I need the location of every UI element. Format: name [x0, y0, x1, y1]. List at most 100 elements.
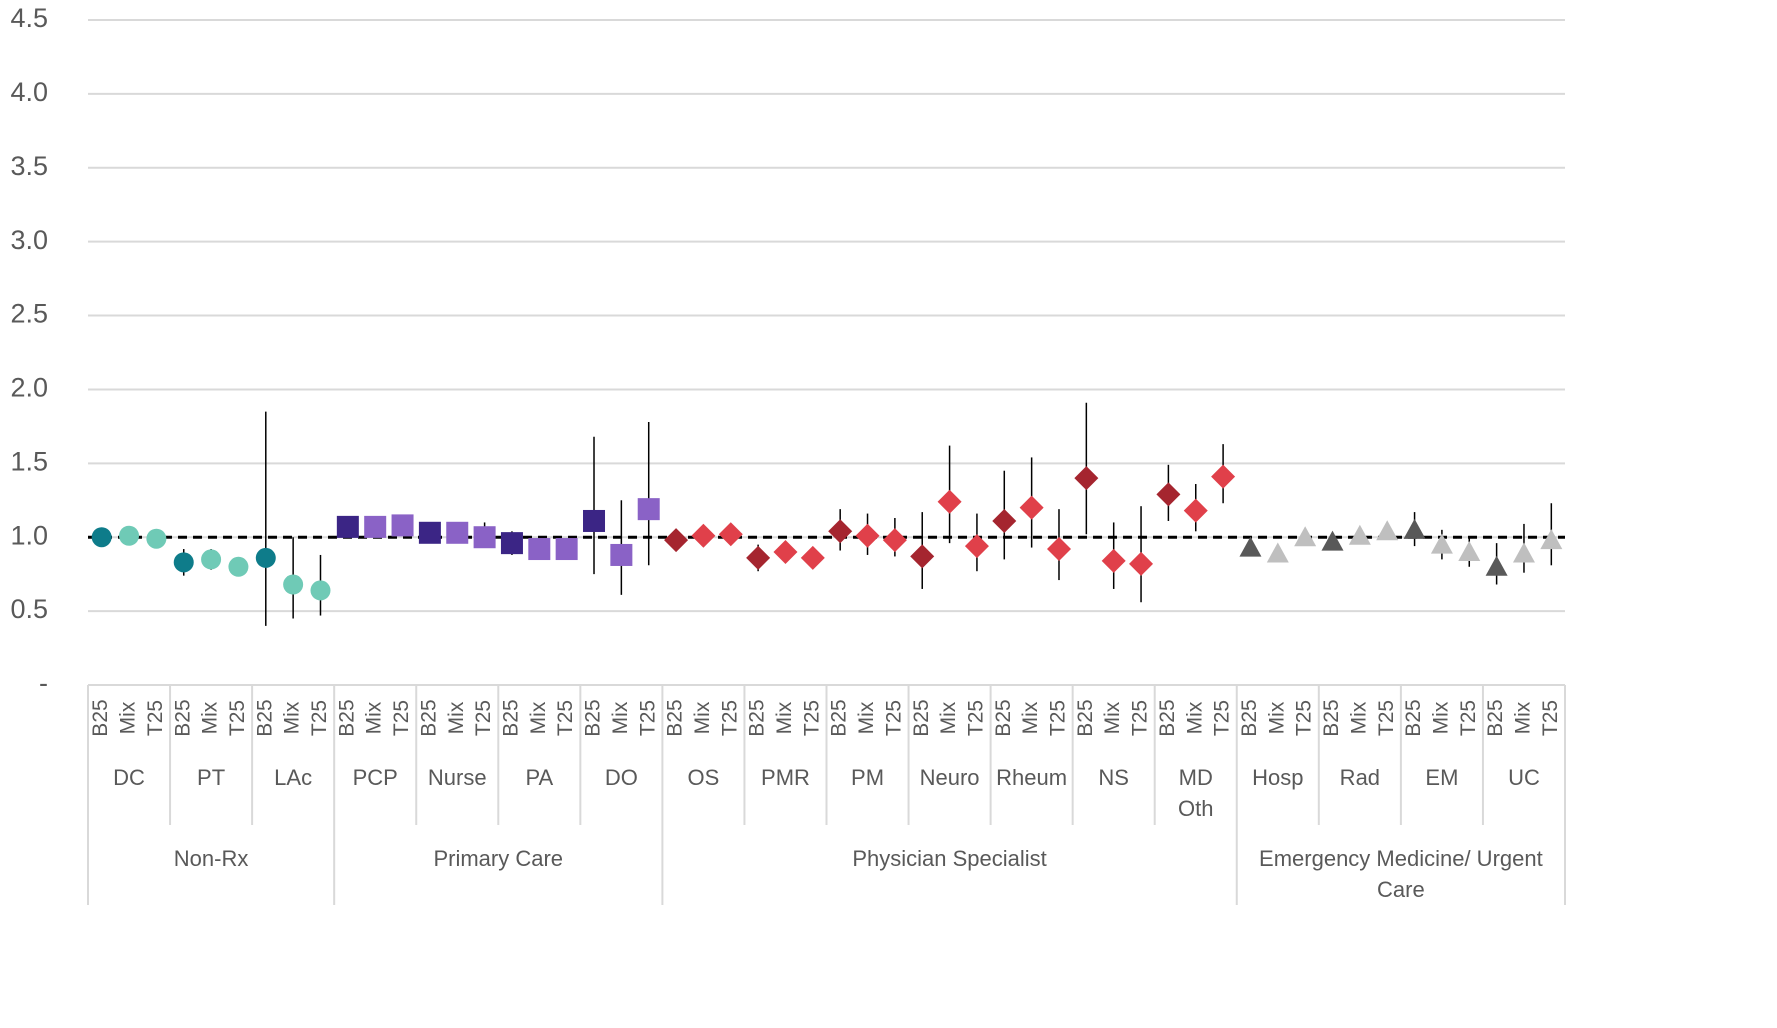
subgroup-label: Rheum — [996, 765, 1068, 790]
subgroup-label: PA — [525, 765, 554, 790]
marker — [473, 526, 496, 549]
marker — [691, 523, 716, 548]
marker — [119, 525, 140, 546]
x-tick-label: Mix — [1512, 701, 1535, 734]
y-tick-label: 4.5 — [10, 3, 48, 33]
x-tick-label: Mix — [199, 701, 222, 734]
subgroup-label: PMR — [761, 765, 810, 790]
group-label: Emergency Medicine/ Urgent Care — [1259, 846, 1543, 902]
y-tick-label: 1.5 — [10, 446, 48, 476]
marker — [1129, 551, 1154, 576]
x-tick-label: T25 — [144, 700, 167, 736]
marker — [1211, 464, 1236, 489]
x-tick-label: B25 — [1402, 699, 1425, 736]
x-tick-label: Mix — [773, 701, 796, 734]
y-tick-label: 2.5 — [10, 299, 48, 329]
marker — [1458, 541, 1481, 561]
x-tick-label: T25 — [1211, 700, 1234, 736]
marker — [773, 540, 798, 564]
x-tick-label: T25 — [226, 700, 249, 736]
marker — [1321, 530, 1344, 551]
x-tick-label: T25 — [554, 700, 577, 736]
marker — [446, 521, 469, 544]
subgroup-label: PCP — [352, 765, 398, 790]
x-tick-label: B25 — [253, 699, 276, 736]
x-tick-label: T25 — [1047, 700, 1070, 736]
marker — [91, 527, 112, 548]
x-tick-label: Mix — [609, 701, 632, 734]
marker — [1156, 482, 1181, 507]
x-tick-label: T25 — [308, 700, 331, 736]
x-tick-label: B25 — [746, 699, 769, 736]
marker — [855, 523, 880, 548]
x-tick-label: B25 — [500, 699, 523, 736]
x-tick-label: Mix — [855, 701, 878, 734]
marker — [964, 534, 989, 559]
x-tick-label: B25 — [171, 699, 194, 736]
y-tick-label: 1.0 — [10, 520, 48, 550]
marker — [746, 545, 771, 570]
subgroup-label: PT — [197, 765, 226, 790]
x-tick-label: Mix — [691, 701, 714, 734]
marker — [364, 515, 387, 538]
x-tick-label: Mix — [281, 701, 304, 734]
x-tick-label: Mix — [117, 701, 140, 734]
x-tick-label: Mix — [1019, 701, 1042, 734]
subgroup-label: EM — [1425, 765, 1459, 790]
x-tick-label: T25 — [964, 700, 987, 736]
x-tick-label: B25 — [89, 699, 112, 736]
x-tick-label: T25 — [1129, 700, 1152, 736]
marker — [910, 544, 935, 569]
x-tick-label: Mix — [1183, 701, 1206, 734]
marker — [583, 509, 606, 532]
marker — [201, 549, 222, 570]
marker — [1074, 466, 1099, 491]
subgroup-label: DC — [113, 765, 145, 790]
x-tick-label: T25 — [1457, 700, 1480, 736]
y-tick-label: 4.0 — [10, 77, 48, 107]
x-tick-label: B25 — [992, 699, 1015, 736]
group-label: Physician Specialist — [852, 846, 1047, 871]
subgroup-label: Nurse — [427, 765, 487, 790]
marker — [1294, 526, 1317, 547]
marker — [1430, 533, 1453, 554]
marker — [500, 532, 523, 555]
marker — [992, 508, 1017, 533]
subgroup-label: Neuro — [919, 765, 980, 790]
x-tick-label: Mix — [1101, 701, 1124, 734]
x-tick-label: Mix — [1265, 701, 1288, 734]
x-tick-label: Mix — [363, 701, 386, 734]
marker — [610, 543, 633, 566]
marker — [283, 574, 304, 595]
y-tick-label: 3.5 — [10, 151, 48, 181]
subgroup-label: DO — [604, 765, 638, 790]
x-tick-label: B25 — [1484, 699, 1507, 736]
marker — [664, 528, 689, 553]
subgroup-label: NS — [1098, 765, 1129, 790]
subgroup-label: MD Oth — [1178, 765, 1214, 821]
marker — [1376, 520, 1399, 541]
marker — [1512, 542, 1535, 563]
marker — [1239, 536, 1262, 557]
subgroup-label: OS — [687, 765, 720, 790]
x-tick-label: B25 — [1156, 699, 1179, 736]
x-tick-label: B25 — [910, 699, 933, 736]
marker — [310, 580, 331, 601]
marker — [1540, 529, 1563, 550]
y-tick-label: 2.0 — [10, 373, 48, 403]
y-tick-label: - — [39, 668, 48, 698]
x-tick-label: B25 — [1074, 699, 1097, 736]
x-tick-label: B25 — [828, 699, 851, 736]
marker — [718, 522, 743, 547]
marker — [255, 547, 276, 568]
marker — [555, 538, 578, 561]
subgroup-label: LAc — [274, 765, 313, 790]
x-tick-label: T25 — [1375, 700, 1398, 736]
x-tick-label: B25 — [582, 699, 605, 736]
x-tick-label: T25 — [390, 700, 413, 736]
marker — [336, 515, 359, 538]
x-tick-label: B25 — [1320, 699, 1343, 736]
marker — [1403, 518, 1426, 539]
subgroup-label: PM — [851, 765, 885, 790]
